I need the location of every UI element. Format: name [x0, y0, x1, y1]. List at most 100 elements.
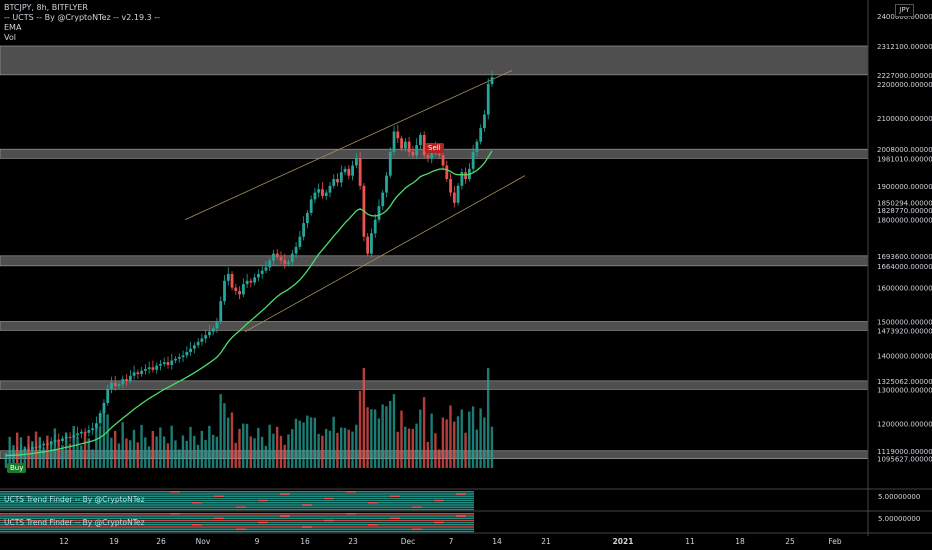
candle-body	[302, 223, 306, 237]
pane2-label[interactable]: UCTS Trend Finder -- By @CryptoNTez	[4, 518, 145, 527]
volume-bar	[392, 394, 396, 468]
candle-body	[192, 345, 196, 349]
volume-bar	[441, 417, 445, 468]
candle-body	[4, 455, 8, 457]
trend-row	[0, 515, 474, 517]
symbol-title[interactable]: BTCJPY, 8h, BITFLYER	[4, 3, 88, 12]
candle-body	[347, 168, 351, 176]
volume-bar	[136, 442, 139, 468]
volume-bar	[234, 442, 237, 468]
candle-body	[479, 128, 483, 142]
candle-body	[309, 199, 313, 213]
volume-bar	[211, 434, 215, 468]
price-tick: 1900000.00000000	[877, 183, 932, 191]
candle-body	[268, 260, 272, 268]
candle-body	[426, 155, 430, 159]
candle-body	[351, 165, 355, 176]
volume-bar	[483, 417, 486, 468]
chart-legend: BTCJPY, 8h, BITFLYER -- UCTS -- By @Cryp…	[4, 3, 160, 43]
volume-bar	[268, 424, 271, 468]
candle-body	[328, 185, 332, 193]
trend-segment	[456, 515, 466, 517]
candle-body	[147, 367, 151, 370]
volume-bar	[117, 443, 121, 468]
volume-bar	[185, 440, 188, 468]
trend-row	[0, 526, 474, 528]
candle-body	[162, 362, 166, 364]
volume-bar	[200, 430, 204, 468]
price-tick: 1400000.00000000	[877, 352, 932, 360]
price-tick: 2200000.00000000	[877, 81, 932, 89]
volume-bar	[377, 418, 381, 468]
volume-bar	[193, 435, 196, 468]
trend-segment	[412, 506, 422, 508]
candle-body	[204, 335, 208, 339]
pane2-value: 5.00000000	[878, 515, 920, 523]
candle-body	[385, 175, 388, 193]
time-tick: 12	[59, 537, 69, 546]
volume-bar	[336, 432, 339, 468]
candle-body	[30, 447, 34, 450]
indicator-ucts-label[interactable]: -- UCTS -- By @CryptoNTez -- v2.19.3 --	[4, 13, 161, 22]
candle-body	[12, 453, 15, 455]
buy-signal-badge: Buy	[7, 463, 27, 473]
trend-row	[0, 491, 474, 493]
volume-bar	[279, 435, 283, 468]
candle-body	[189, 348, 193, 353]
volume-bar	[57, 439, 60, 468]
price-tick: 1325062.00000000	[877, 378, 932, 386]
candle-body	[490, 77, 494, 85]
volume-bar	[242, 423, 245, 468]
volume-bar	[189, 426, 192, 468]
trend-row	[0, 524, 474, 526]
price-tick: 2008000.00000000	[877, 146, 932, 154]
candle-body	[313, 192, 317, 200]
trend-segment	[280, 493, 290, 495]
indicator-vol-label[interactable]: Vol	[4, 33, 16, 42]
zone-3	[0, 321, 869, 331]
candle-body	[419, 134, 422, 146]
volume-bar	[407, 428, 411, 468]
volume-bar	[23, 447, 26, 468]
volume-bar	[298, 420, 301, 468]
support-resistance-zones	[0, 45, 869, 459]
pane1-label[interactable]: UCTS Trend Finder -- By @CryptoNTez	[4, 495, 145, 504]
candle-body	[42, 443, 46, 446]
volume-bar	[347, 429, 350, 468]
volume-bar	[113, 430, 117, 468]
candle-body	[230, 274, 234, 288]
candle-body	[98, 413, 102, 424]
volume-bar	[174, 440, 177, 468]
trend-row	[0, 504, 474, 506]
pane1-value: 5.00000000	[878, 493, 920, 501]
candle-body	[317, 189, 321, 193]
candle-body	[128, 375, 132, 381]
volume-bar	[181, 435, 185, 468]
time-axis: 12 19 26 Nov 9 16 23 Dec 7 14 21 2021 11 18 25 Feb	[0, 532, 932, 546]
candle-body	[260, 270, 264, 275]
price-tick: 1500000.00000000	[877, 319, 932, 327]
candle-body	[449, 179, 452, 193]
indicator-ema-label[interactable]: EMA	[4, 23, 22, 32]
candle-body	[46, 443, 49, 445]
currency-badge[interactable]: JPY	[895, 4, 914, 17]
volume-bar	[294, 418, 298, 468]
volume-bar	[287, 434, 290, 468]
trend-segment	[214, 495, 224, 497]
trend-row	[0, 508, 474, 511]
price-tick: 1664000.00000000	[877, 263, 932, 271]
volume-bar	[151, 431, 155, 468]
candle-body	[200, 338, 204, 342]
volume-bar	[490, 426, 494, 468]
volume-bar	[468, 411, 471, 468]
candle-body	[407, 141, 411, 152]
candle-body	[76, 433, 79, 436]
volume-bar	[343, 427, 347, 468]
trend-segment	[434, 499, 444, 502]
volume-bar	[362, 368, 366, 468]
volume-bar	[42, 447, 45, 468]
volume-bar	[223, 403, 226, 468]
ema-line	[5, 150, 493, 457]
candle-body	[392, 131, 396, 152]
